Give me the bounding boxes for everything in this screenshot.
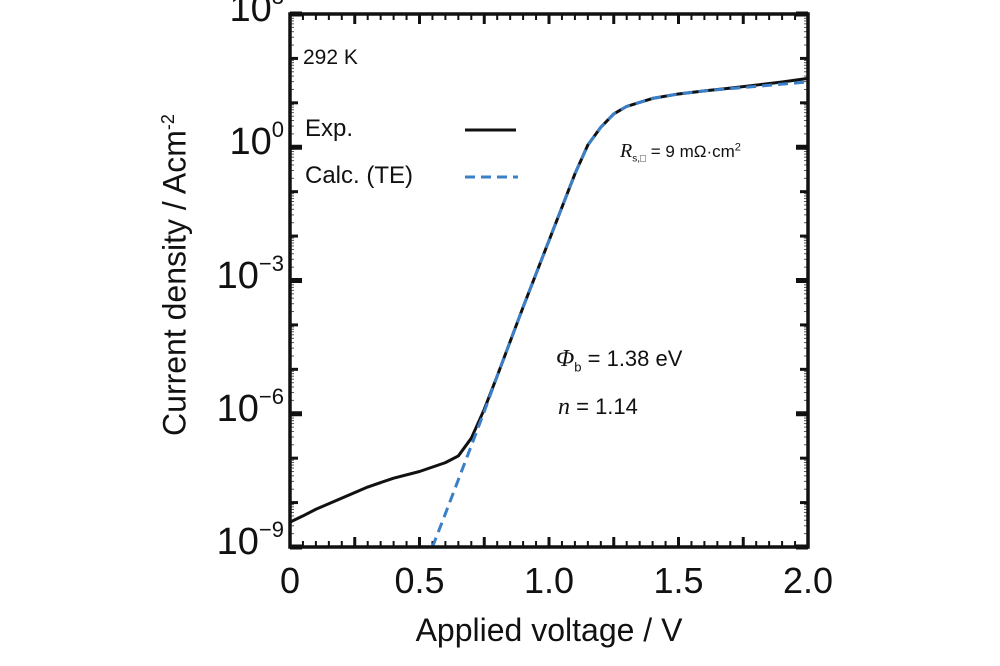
y-tick-exponent: 3 xyxy=(272,0,284,9)
rs-symbol: R xyxy=(620,140,633,162)
x-tick-label: 0 xyxy=(279,560,301,601)
series-calc-te-line xyxy=(431,80,809,548)
x-tick-label: 0.5 xyxy=(394,560,445,601)
rs-value: = 9 mΩ·cm xyxy=(646,142,735,161)
y-tick-label: 103 xyxy=(229,0,284,28)
y-axis-label-text: Current density / Acm xyxy=(156,130,193,436)
y-tick-exponent: −9 xyxy=(258,517,284,542)
phi-symbol: Φ xyxy=(556,346,575,372)
y-tick-exponent: −6 xyxy=(258,383,284,409)
y-tick-label: 100 xyxy=(229,119,284,164)
temperature-label: 292 K xyxy=(303,46,358,69)
y-axis-label: Current density / Acm-2 xyxy=(157,114,194,436)
n-symbol: n xyxy=(558,394,570,420)
ideality-factor-annotation: n = 1.14 xyxy=(558,394,638,421)
y-tick-label: 10−3 xyxy=(216,252,284,297)
x-tick-label: 1.5 xyxy=(653,560,704,601)
barrier-height-annotation: Φb = 1.38 eV xyxy=(556,346,682,374)
phi-subscript: b xyxy=(574,359,582,375)
y-tick-label: 10−9 xyxy=(216,519,284,563)
y-tick-exponent: 0 xyxy=(271,117,284,143)
y-tick-label: 10−6 xyxy=(216,385,284,430)
x-axis-label: Applied voltage / V xyxy=(415,612,683,648)
series-resistance-annotation: Rs,□ = 9 mΩ·cm2 xyxy=(620,140,741,164)
x-tick-label: 1.0 xyxy=(523,560,575,601)
y-tick-base: 10 xyxy=(229,0,272,30)
phi-value: = 1.38 eV xyxy=(581,346,683,371)
y-tick-exponent: −3 xyxy=(258,250,284,276)
legend-exp-label: Exp. xyxy=(305,115,354,142)
legend-calc-label: Calc. (TE) xyxy=(305,162,413,189)
y-tick-base: 10 xyxy=(229,121,272,164)
rs-subscript: s,□ xyxy=(632,153,647,165)
rs-exponent: 2 xyxy=(734,141,741,154)
x-tick-label: 2.0 xyxy=(782,560,834,601)
y-tick-base: 10 xyxy=(216,254,259,297)
n-value: = 1.14 xyxy=(570,394,638,419)
plot-frame xyxy=(288,12,810,549)
y-tick-base: 10 xyxy=(216,387,259,430)
y-tick-base: 10 xyxy=(216,521,259,563)
y-axis-label-exponent: -2 xyxy=(157,114,178,131)
